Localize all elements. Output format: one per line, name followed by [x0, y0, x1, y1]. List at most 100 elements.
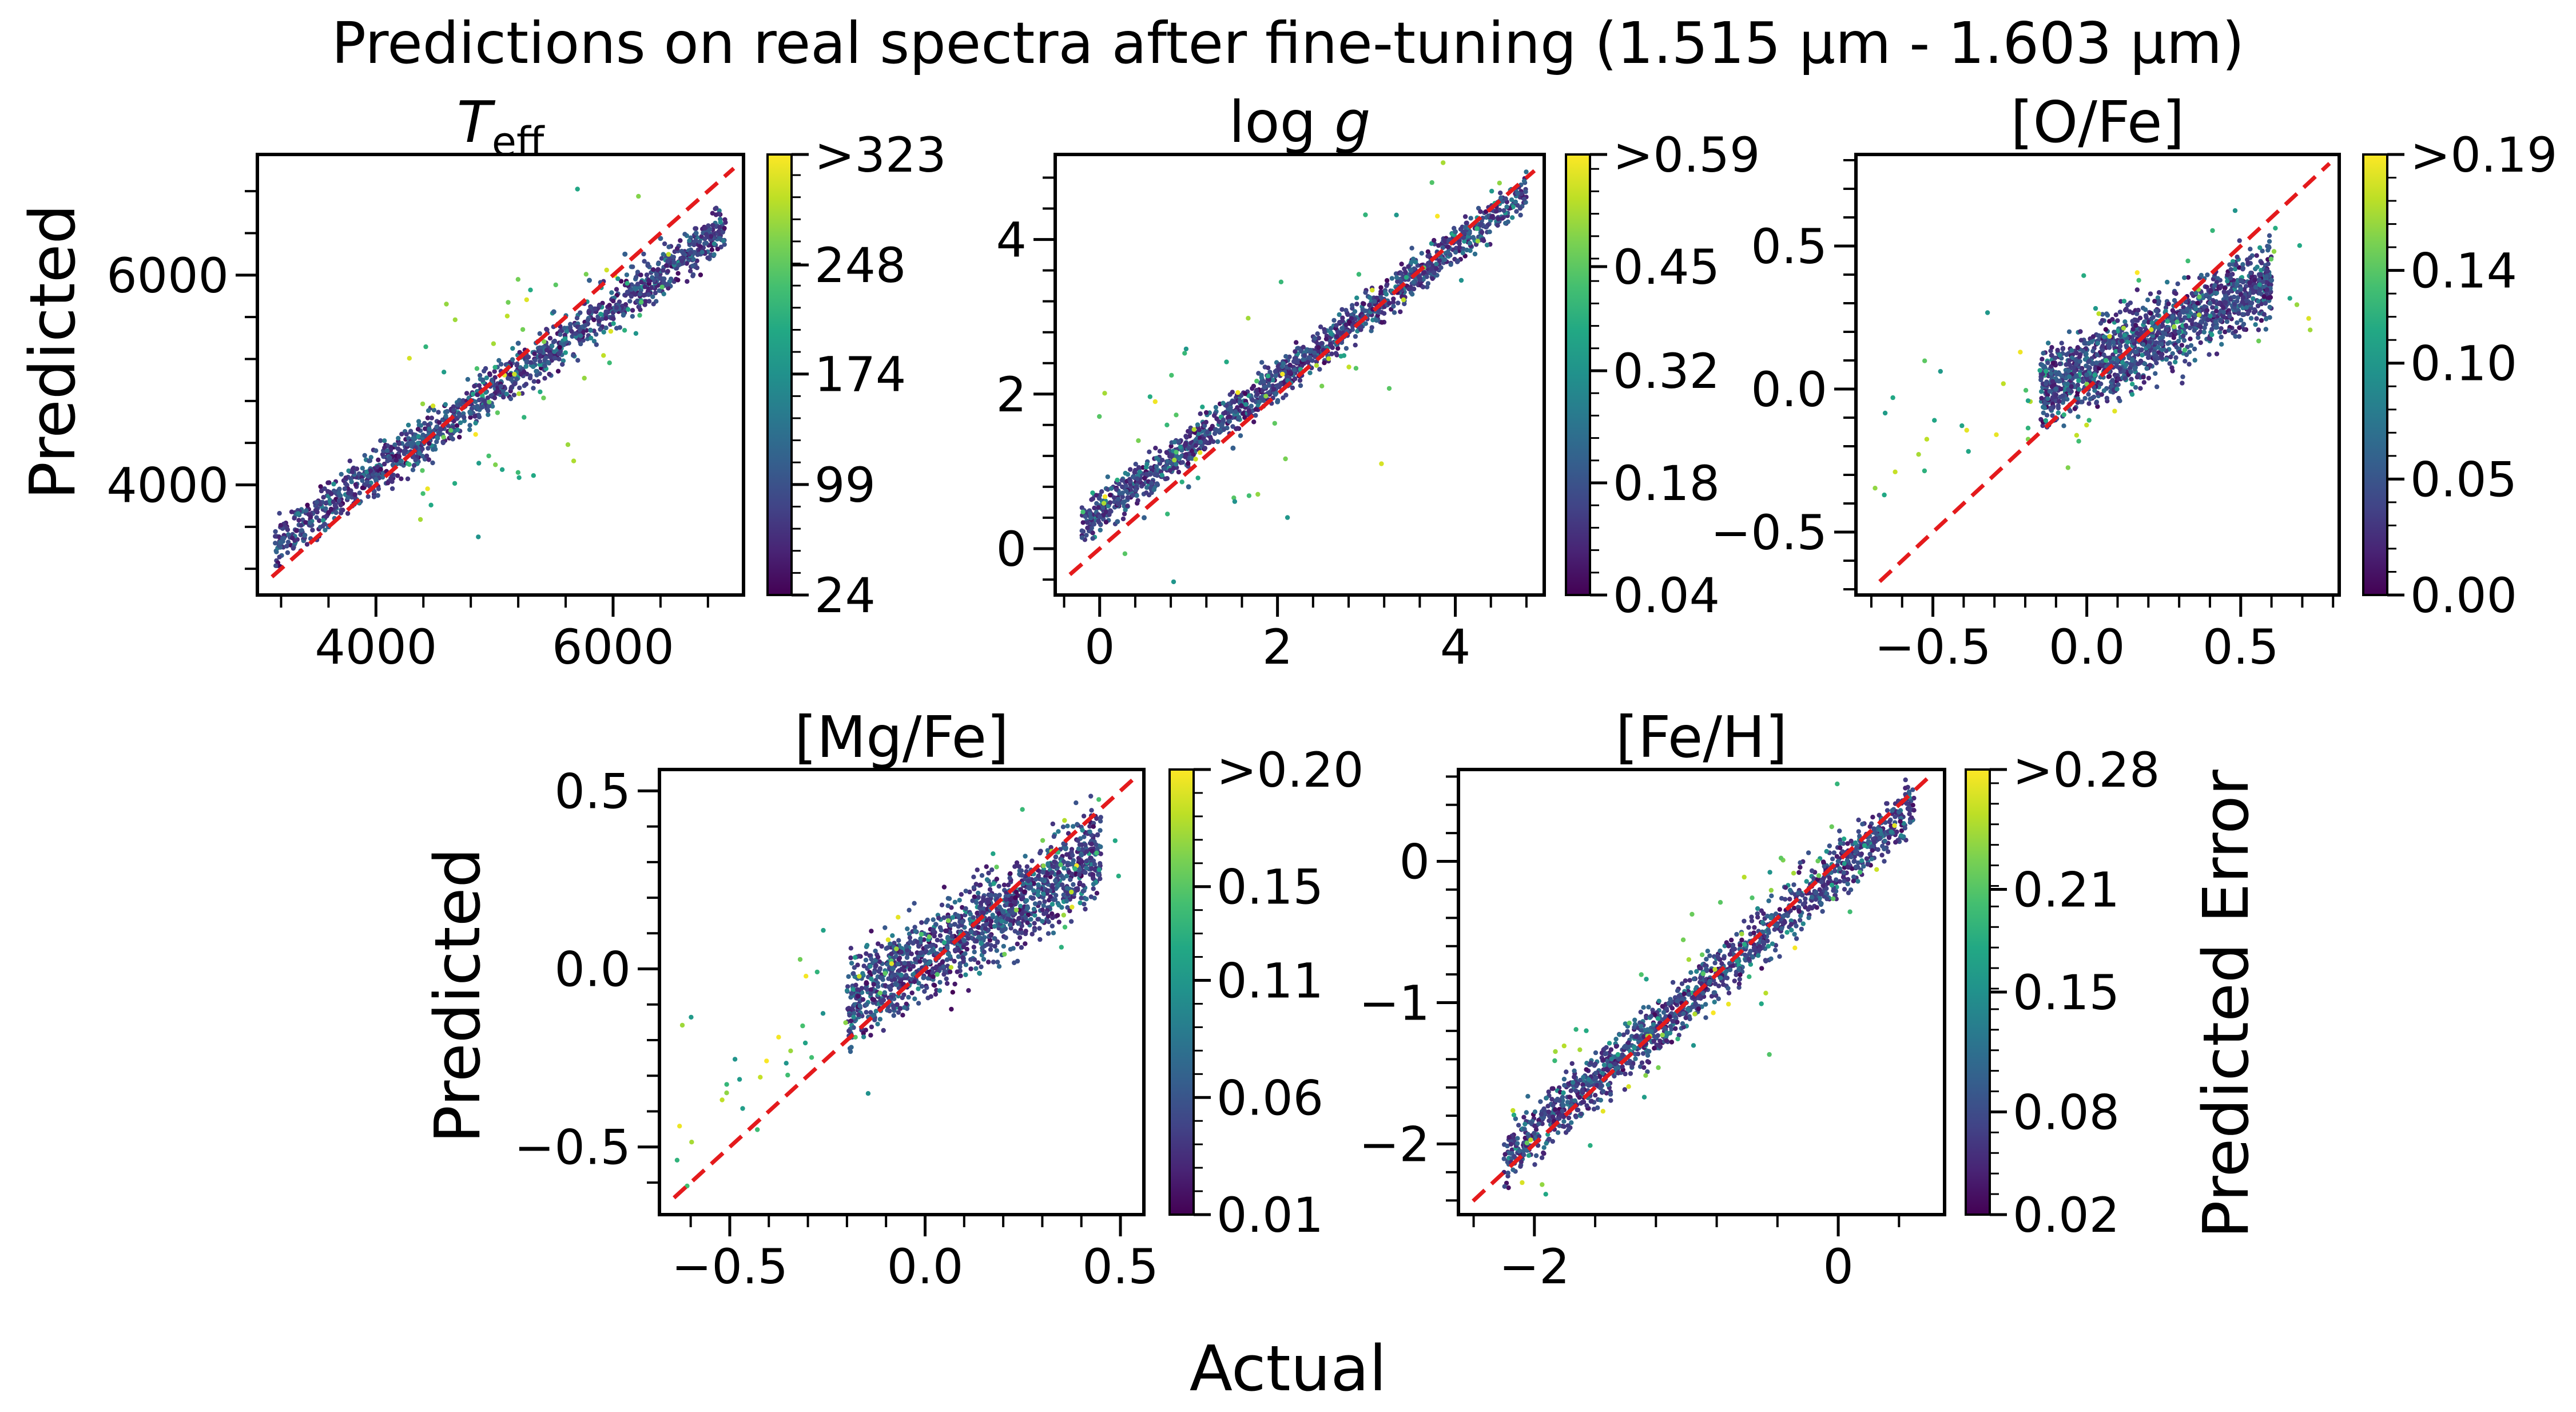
panel-title-var: g [1334, 89, 1370, 156]
data-point [658, 236, 663, 241]
data-point [457, 434, 462, 440]
data-point [1120, 494, 1126, 499]
data-point [1147, 394, 1153, 399]
data-point [2255, 303, 2261, 308]
data-point [2264, 267, 2269, 272]
data-point [1363, 290, 1368, 295]
data-point [2264, 316, 2269, 322]
data-point [1521, 179, 1527, 184]
data-point [2187, 325, 2193, 331]
data-point [1183, 346, 1189, 352]
data-point [1270, 378, 1275, 383]
data-point [2193, 290, 2199, 296]
data-point [2156, 330, 2161, 335]
data-point [1478, 221, 1484, 227]
data-point [1255, 491, 1261, 497]
data-point [472, 414, 478, 419]
data-point [2074, 351, 2080, 356]
data-point [677, 262, 682, 268]
data-point [593, 306, 598, 311]
data-point [2244, 305, 2249, 310]
data-point [588, 328, 593, 333]
data-point [2153, 371, 2158, 376]
data-point [388, 475, 393, 481]
panel-title: [Mg/Fe] [794, 704, 1009, 771]
data-point [1354, 302, 1359, 307]
data-point [2056, 410, 2061, 415]
data-point [2185, 275, 2191, 280]
data-point [2086, 418, 2092, 423]
data-point [666, 285, 671, 291]
data-point [1472, 251, 1478, 257]
data-point [665, 269, 670, 274]
data-point [538, 354, 543, 359]
y-tick-label: 0.0 [1751, 362, 1827, 418]
data-point [531, 386, 536, 391]
data-point [706, 223, 711, 228]
colorbar-tick-label: 0.14 [2410, 243, 2517, 299]
data-point [2060, 393, 2065, 399]
data-point [2208, 288, 2213, 293]
data-point [2185, 258, 2191, 264]
data-point [1147, 449, 1152, 454]
data-point [2202, 304, 2207, 310]
data-point [349, 469, 355, 474]
data-point [1514, 191, 1520, 196]
data-point [1339, 326, 1345, 331]
data-point [1125, 503, 1130, 509]
data-point [1272, 421, 1277, 426]
data-point [2258, 272, 2263, 277]
data-point [2209, 332, 2215, 338]
data-point [337, 486, 342, 491]
data-point [2193, 307, 2199, 312]
data-point [416, 422, 422, 427]
data-point [2172, 298, 2177, 303]
data-point [542, 376, 547, 381]
data-point [528, 287, 533, 292]
data-point [1445, 139, 1449, 144]
data-point [2053, 386, 2059, 392]
data-point [336, 490, 341, 495]
data-point [1287, 362, 1293, 368]
data-point [1489, 188, 1494, 194]
data-point [2235, 289, 2240, 295]
data-point [2248, 247, 2253, 252]
data-point [1224, 359, 1229, 364]
data-point [486, 412, 491, 417]
data-point [508, 396, 514, 402]
data-point [1924, 437, 1930, 442]
data-point [2040, 423, 2045, 429]
data-point [702, 225, 707, 231]
data-point [1271, 387, 1277, 392]
data-point [552, 355, 558, 361]
data-point [619, 279, 624, 284]
data-point [1406, 286, 1412, 292]
data-point [2116, 382, 2121, 387]
data-point [323, 506, 328, 511]
data-point [1114, 487, 1119, 492]
data-point [2189, 291, 2195, 296]
data-point [1015, 941, 1020, 947]
data-point [952, 958, 957, 964]
data-point [336, 498, 342, 503]
data-point [2133, 318, 2138, 323]
data-point [339, 471, 344, 477]
data-point [1142, 475, 1147, 481]
data-point [603, 316, 609, 321]
data-point [441, 435, 446, 440]
data-point [322, 522, 328, 527]
data-point [621, 312, 626, 317]
data-point [718, 220, 723, 225]
data-point [1254, 387, 1259, 393]
data-point [1183, 441, 1188, 446]
data-point [1098, 514, 1103, 519]
data-point [1092, 505, 1097, 511]
data-point [2306, 316, 2311, 321]
data-point [1339, 307, 1345, 312]
data-point [1376, 308, 1382, 314]
data-point [477, 372, 483, 378]
data-point [1390, 300, 1396, 305]
data-point [2045, 360, 2050, 366]
data-point [2147, 363, 2153, 368]
data-point [681, 251, 686, 256]
